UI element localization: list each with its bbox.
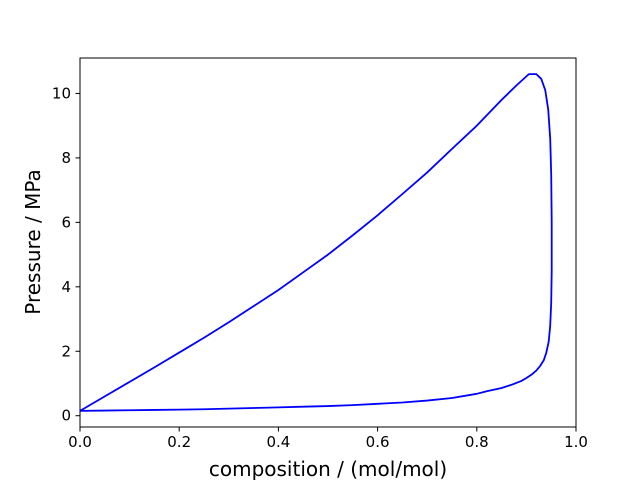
x-tick-label: 1.0 [564, 433, 588, 451]
ticks-layer: 0.0 0.2 0.4 0.6 0.8 1.0 0 2 4 6 8 10 [52, 84, 588, 451]
y-tick-label: 6 [61, 213, 71, 231]
x-axis-title: composition / (mol/mol) [209, 457, 447, 480]
y-tick-label: 4 [61, 278, 71, 296]
y-tick-label: 2 [61, 342, 71, 360]
y-axis-title: Pressure / MPa [21, 169, 45, 315]
series-line-0 [79, 73, 553, 412]
x-tick-label: 0.6 [366, 433, 390, 451]
x-tick-label: 0.2 [167, 433, 191, 451]
x-tick-label: 0.4 [266, 433, 290, 451]
x-tick-label: 0.8 [465, 433, 489, 451]
y-tick-label: 0 [61, 407, 71, 425]
y-tick-label: 10 [52, 84, 71, 102]
y-tick-label: 8 [61, 149, 71, 167]
plot-frame [79, 57, 577, 428]
x-tick-label: 0.0 [68, 433, 92, 451]
plot-layer [79, 73, 553, 412]
